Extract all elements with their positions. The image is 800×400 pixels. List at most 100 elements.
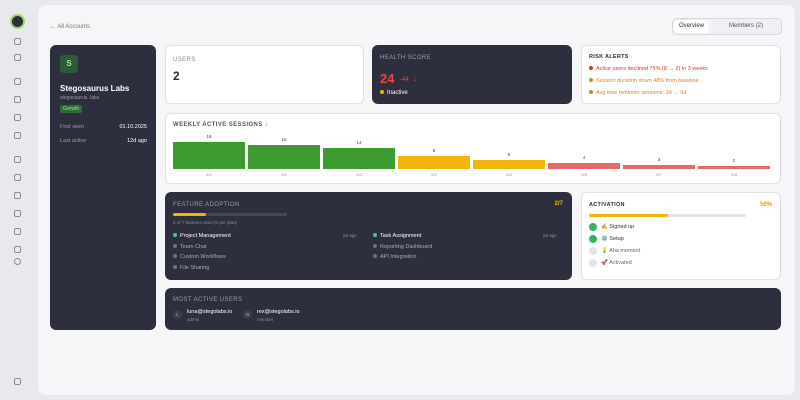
step-check [589,247,597,255]
risk-dot [589,66,593,70]
nav-icon[interactable] [14,210,21,217]
nav-icon[interactable] [14,246,21,253]
bar-value: 16 [281,137,287,142]
adoption-card: FEATURE ADOPTION 2/7 2 of 7 features use… [165,192,572,280]
adoption-subtitle: 2 of 7 features used (0 per plan) [173,220,238,225]
feature: File Sharing [173,264,210,271]
field-value: 01.10.2025 [119,124,147,130]
bar-value: 2 [732,158,736,163]
feature: Team Chat [173,243,207,250]
nav-icon[interactable] [14,192,21,199]
risk-text: Active users declined 75% (8 → 2) in 3 w… [596,66,708,72]
feature-dot [173,254,177,258]
nav-icon[interactable] [14,114,21,121]
bar-label: W7 [656,172,662,177]
card-label: MOST ACTIVE USERS [173,297,243,303]
logo[interactable] [10,14,25,29]
progress-fill [173,213,206,216]
down-arrow: ↓ [413,76,417,83]
step-name: 🚀 Activated [601,260,632,266]
title: WEEKLY ACTIVE SESSIONS [173,122,263,128]
user-email: rex@stegolabs.io [257,309,300,315]
progress-track [589,214,746,217]
health-status: Inactive [380,90,408,96]
account-domain: stegosaurus. labs [60,95,100,101]
risk-text: Avg time between sessions: 2d → 9d [596,90,687,96]
step-check [589,259,597,267]
card-label: USERS [173,57,196,63]
card-label: ACTIVATION [589,202,625,208]
health-value: 24 [380,71,395,86]
nav-icon[interactable] [14,132,21,139]
feature-dot [373,243,377,248]
bar-value: 9 [432,147,436,153]
feature-name: Task Assignment [380,233,422,239]
feature-name: Reporting Dashboard [380,243,433,250]
feature: Reporting Dashboard [373,243,433,250]
feature-dot [373,254,377,258]
tab[interactable]: Members (2) [728,23,763,29]
adoption-score: 2/7 [554,201,563,207]
feature-name: Team Chat [180,243,207,250]
bar [398,155,470,169]
step-check [589,235,597,243]
card-label: HEALTH SCORE [380,55,432,61]
field-value: 12d ago [127,138,147,144]
nav-icon[interactable] [14,54,21,61]
health-delta: -44 [400,77,409,83]
tab[interactable]: Overview [674,20,709,33]
bar-label: W8 [731,172,737,177]
back-link[interactable]: ← All Accounts [50,24,91,30]
field-label: First seen [60,124,85,130]
bar-label: W3 [356,172,362,177]
bar [248,145,320,169]
risk-dot [589,78,593,82]
step-name: ⚙️ Setup [601,236,624,242]
account-card: S Stegosaurus Labs stegosaurus. labs Gro… [50,45,156,330]
feature: Project Management [173,233,231,239]
health-card: HEALTH SCORE 24 -44 ↓ Inactive [372,45,572,104]
bar-label: W4 [431,172,437,177]
feature-name: Custom Workflows [180,254,226,260]
feature-dot [173,264,177,269]
progress-track [173,213,287,216]
risk-card: RISK ALERTS Active users declined 75% (8… [581,45,781,104]
feature: API Integration [373,254,416,260]
nav-icon[interactable] [14,258,21,265]
logout-icon[interactable] [14,378,21,385]
risk-text: Session duration down 48% from baseline [596,78,699,84]
risk-item: Session duration down 48% from baseline [589,78,699,84]
nav-icon[interactable] [14,38,21,45]
bar-label: W6 [581,172,587,177]
feature: Custom Workflows [173,254,226,260]
feature-name: Project Management [180,233,231,239]
card-label: RISK ALERTS [589,54,629,60]
bar [548,163,620,169]
bar-value: 4 [582,155,586,160]
bar [698,166,770,169]
bar-value: 18 [206,134,212,139]
feature-last: 0d ago [543,233,557,238]
nav-icon[interactable] [14,156,21,163]
feature-dot [373,233,377,237]
users-value: 2 [173,69,180,83]
bar-value: 6 [507,152,511,157]
bar-label: W2 [281,172,287,177]
bar [323,148,395,169]
nav-icon[interactable] [14,96,21,103]
feature-last: 0d ago [343,233,357,238]
card-label: WEEKLY ACTIVE SESSIONS ↓ [173,122,268,128]
tabs: Overview Members (2) [672,18,782,35]
feature-name: File Sharing [180,264,210,271]
user-email: luna@stegolabs.io [187,309,233,315]
card-label: FEATURE ADOPTION [173,202,240,208]
risk-dot [589,90,593,94]
feature: Task Assignment [373,233,421,239]
nav-icon[interactable] [14,78,21,85]
user-avatar: L [173,310,182,319]
nav-icon[interactable] [14,228,21,235]
risk-item: Avg time between sessions: 2d → 9d [589,90,686,96]
nav-icon[interactable] [14,174,21,181]
